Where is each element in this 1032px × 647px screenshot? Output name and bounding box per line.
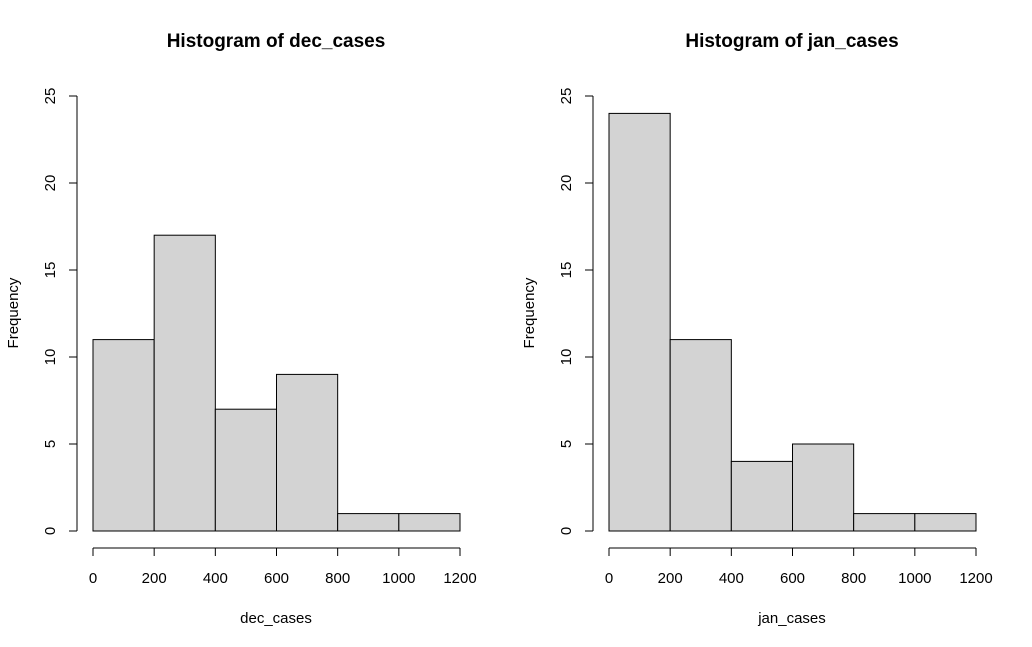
x-axis-label: dec_cases [240, 610, 312, 627]
histogram-bar [214, 408, 277, 532]
y-tick-label: 10 [42, 349, 59, 366]
y-tick-label: 20 [558, 175, 575, 192]
x-axis-label: jan_cases [757, 610, 826, 627]
x-axis: 0 200 400 600 800 1000 1200 [605, 547, 993, 587]
x-tick-label: 1000 [898, 570, 931, 587]
histogram-bar [853, 513, 916, 532]
histogram-bar [608, 112, 671, 532]
y-axis-label: Frequency [521, 277, 538, 348]
y-tick-label: 20 [42, 175, 59, 192]
x-tick-label: 600 [264, 570, 289, 587]
histogram-bar [792, 443, 855, 532]
histogram-bar [914, 513, 977, 532]
x-axis: 0 200 400 600 800 1000 1200 [89, 547, 477, 587]
y-axis: 0 5 10 15 20 25 [558, 88, 594, 535]
y-tick-label: 0 [42, 527, 59, 535]
histogram-bar [92, 339, 155, 532]
chart-title: Histogram of dec_cases [167, 31, 386, 52]
y-tick-label: 5 [558, 440, 575, 448]
histogram-bar [730, 460, 793, 532]
x-tick-label: 400 [719, 570, 744, 587]
jan-cases-histogram: Histogram of jan_cases jan_cases Frequen… [521, 31, 993, 627]
y-axis: 0 5 10 15 20 25 [42, 88, 78, 535]
x-tick-label: 200 [658, 570, 683, 587]
y-tick-label: 15 [42, 262, 59, 279]
y-axis-label: Frequency [5, 277, 22, 348]
histogram-bar [398, 513, 461, 532]
x-tick-label: 0 [605, 570, 613, 587]
x-tick-label: 600 [780, 570, 805, 587]
x-tick-label: 0 [89, 570, 97, 587]
x-tick-label: 1200 [443, 570, 476, 587]
histogram-bar [153, 234, 216, 532]
y-tick-label: 25 [42, 88, 59, 105]
x-tick-label: 200 [142, 570, 167, 587]
y-tick-label: 5 [42, 440, 59, 448]
histogram-bar [276, 373, 339, 532]
x-tick-label: 1000 [382, 570, 415, 587]
dec-cases-histogram: Histogram of dec_cases dec_cases Frequen… [5, 31, 477, 627]
x-tick-label: 400 [203, 570, 228, 587]
bars [608, 112, 977, 532]
y-tick-label: 15 [558, 262, 575, 279]
histogram-bar [669, 339, 732, 532]
y-tick-label: 25 [558, 88, 575, 105]
histogram-bar [337, 513, 400, 532]
x-tick-label: 1200 [959, 570, 992, 587]
y-tick-label: 10 [558, 349, 575, 366]
chart-title: Histogram of jan_cases [685, 31, 898, 52]
bars [92, 234, 461, 532]
y-tick-label: 0 [558, 527, 575, 535]
x-tick-label: 800 [325, 570, 350, 587]
x-tick-label: 800 [841, 570, 866, 587]
